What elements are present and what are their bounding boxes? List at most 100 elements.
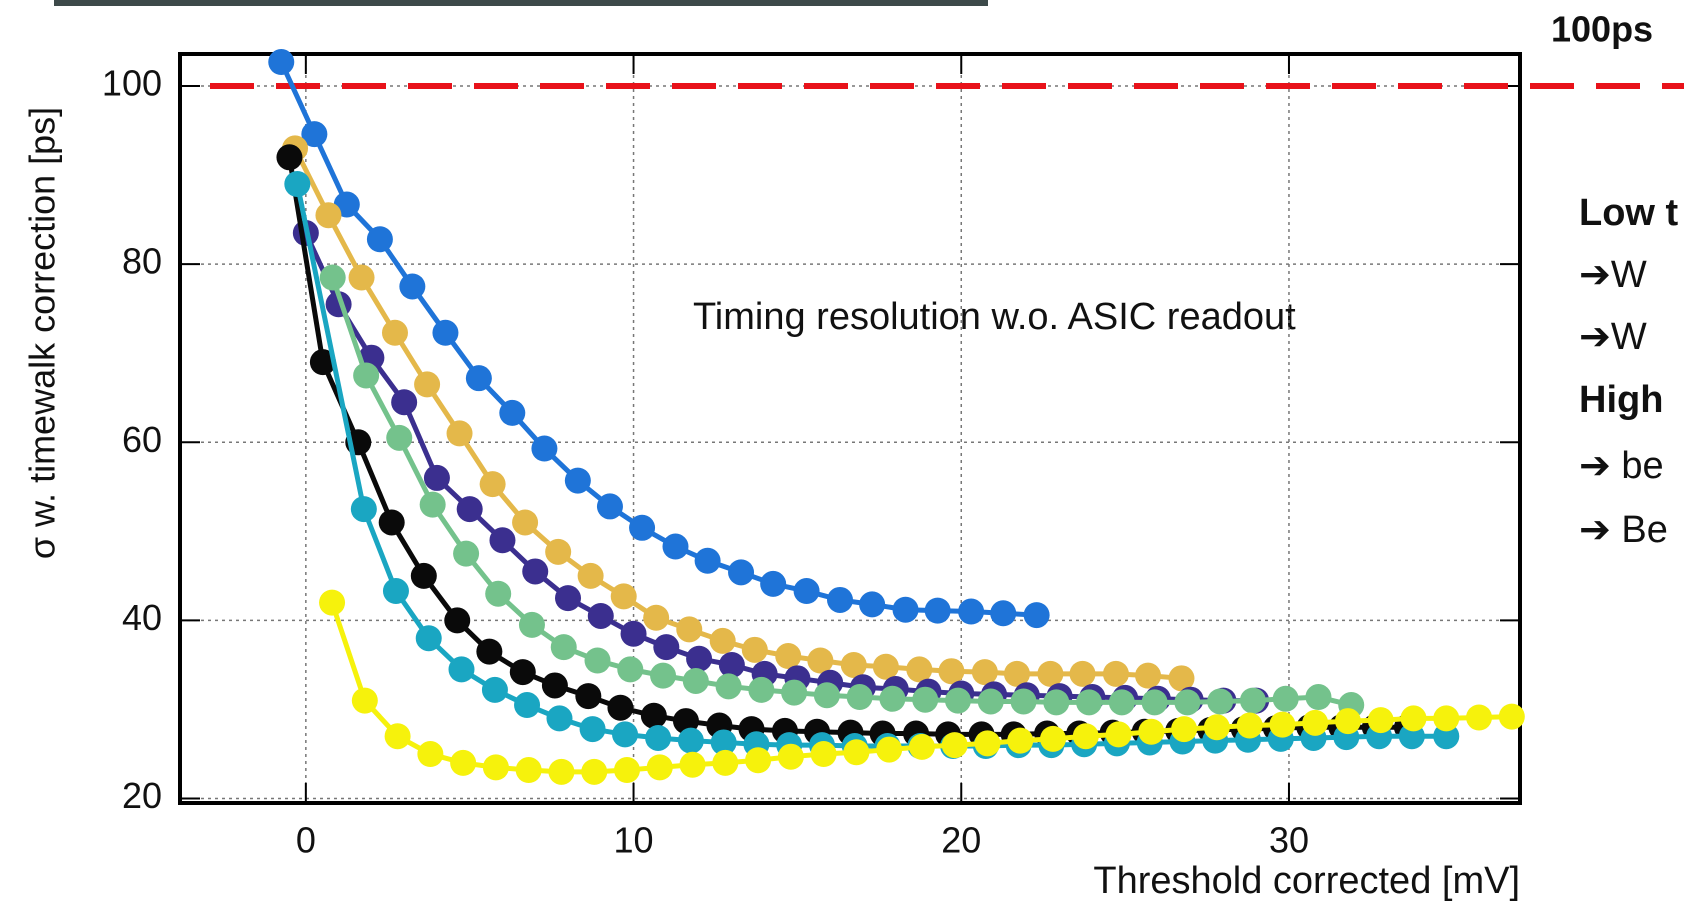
side-text: ➔ be xyxy=(1579,445,1664,487)
data-point xyxy=(378,509,405,536)
data-point xyxy=(974,730,1001,757)
data-point xyxy=(640,702,667,729)
data-point xyxy=(410,562,437,589)
data-point xyxy=(481,676,508,703)
data-point xyxy=(810,741,837,768)
data-point xyxy=(548,758,575,785)
data-point xyxy=(1072,723,1099,750)
data-point xyxy=(906,656,933,683)
data-point xyxy=(1023,602,1050,629)
data-point xyxy=(301,121,328,148)
data-point xyxy=(444,607,471,634)
data-point xyxy=(1003,660,1030,687)
data-point xyxy=(1305,684,1332,711)
data-point xyxy=(476,638,503,665)
data-point xyxy=(415,625,442,652)
data-point xyxy=(775,643,802,670)
side-text: ➔W xyxy=(1579,254,1647,296)
data-point xyxy=(813,682,840,709)
data-point xyxy=(694,547,721,574)
data-point xyxy=(1400,705,1427,732)
data-point xyxy=(645,724,672,751)
data-point xyxy=(679,751,706,778)
data-point xyxy=(351,687,378,714)
data-point xyxy=(531,435,558,462)
data-point xyxy=(1207,688,1234,715)
data-point xyxy=(1334,708,1361,735)
data-point xyxy=(760,570,787,597)
data-point xyxy=(579,716,606,743)
data-point xyxy=(1007,727,1034,754)
data-point xyxy=(607,694,634,721)
y-tick-label: 40 xyxy=(122,597,162,638)
data-point xyxy=(1138,718,1165,745)
data-point xyxy=(612,721,639,748)
header-bar xyxy=(54,0,988,6)
data-point xyxy=(1239,687,1266,714)
data-point xyxy=(386,424,413,451)
side-text: ➔ Be xyxy=(1579,509,1668,551)
data-point xyxy=(522,558,549,585)
data-point xyxy=(709,627,736,654)
data-point xyxy=(1069,660,1096,687)
data-point xyxy=(1076,689,1103,716)
data-point xyxy=(1141,689,1168,716)
y-axis-label: σ w. timewalk correction [ps] xyxy=(22,107,63,559)
data-point xyxy=(1466,704,1493,731)
data-point xyxy=(353,362,380,389)
data-point xyxy=(550,634,577,661)
data-point xyxy=(268,49,295,76)
data-point xyxy=(876,736,903,763)
data-point xyxy=(1498,703,1525,730)
data-point xyxy=(309,349,336,376)
data-point xyxy=(958,598,985,625)
data-point xyxy=(1174,689,1201,716)
x-axis-label: Threshold corrected [mV] xyxy=(1093,860,1520,902)
data-point xyxy=(382,578,409,605)
data-point xyxy=(686,645,713,672)
data-point xyxy=(781,679,808,706)
y-tick-label: 100 xyxy=(102,63,162,104)
data-point xyxy=(555,585,582,612)
x-tick-label: 0 xyxy=(296,820,316,861)
data-point xyxy=(1168,665,1195,692)
data-point xyxy=(807,647,834,674)
data-point xyxy=(846,684,873,711)
data-point xyxy=(414,371,441,398)
data-point xyxy=(1135,662,1162,689)
data-point xyxy=(479,471,506,498)
data-point xyxy=(448,656,475,683)
series-line xyxy=(292,147,1182,681)
data-point xyxy=(971,659,998,686)
data-point xyxy=(348,264,375,291)
data-point xyxy=(741,636,768,663)
y-tick-label: 60 xyxy=(122,419,162,460)
data-point xyxy=(485,580,512,607)
data-point xyxy=(319,264,346,291)
data-point xyxy=(453,540,480,567)
x-tick-label: 10 xyxy=(614,820,654,861)
data-point xyxy=(827,586,854,613)
data-point xyxy=(423,464,450,491)
data-point xyxy=(629,514,656,541)
data-point xyxy=(653,634,680,661)
data-point xyxy=(512,509,539,536)
data-point xyxy=(564,467,591,494)
data-point xyxy=(777,743,804,770)
data-point xyxy=(1043,689,1070,716)
data-point xyxy=(450,749,477,776)
data-point xyxy=(924,597,951,624)
data-point xyxy=(977,688,1004,715)
data-point xyxy=(446,420,473,447)
y-tick-label: 20 xyxy=(122,775,162,816)
data-point xyxy=(577,562,604,589)
data-point xyxy=(1105,721,1132,748)
data-point xyxy=(941,732,968,759)
x-tick-label: 30 xyxy=(1269,820,1309,861)
data-point xyxy=(575,683,602,710)
data-point xyxy=(718,651,745,678)
data-point xyxy=(672,708,699,735)
data-point xyxy=(541,672,568,699)
data-point xyxy=(843,739,870,766)
data-point xyxy=(456,496,483,523)
